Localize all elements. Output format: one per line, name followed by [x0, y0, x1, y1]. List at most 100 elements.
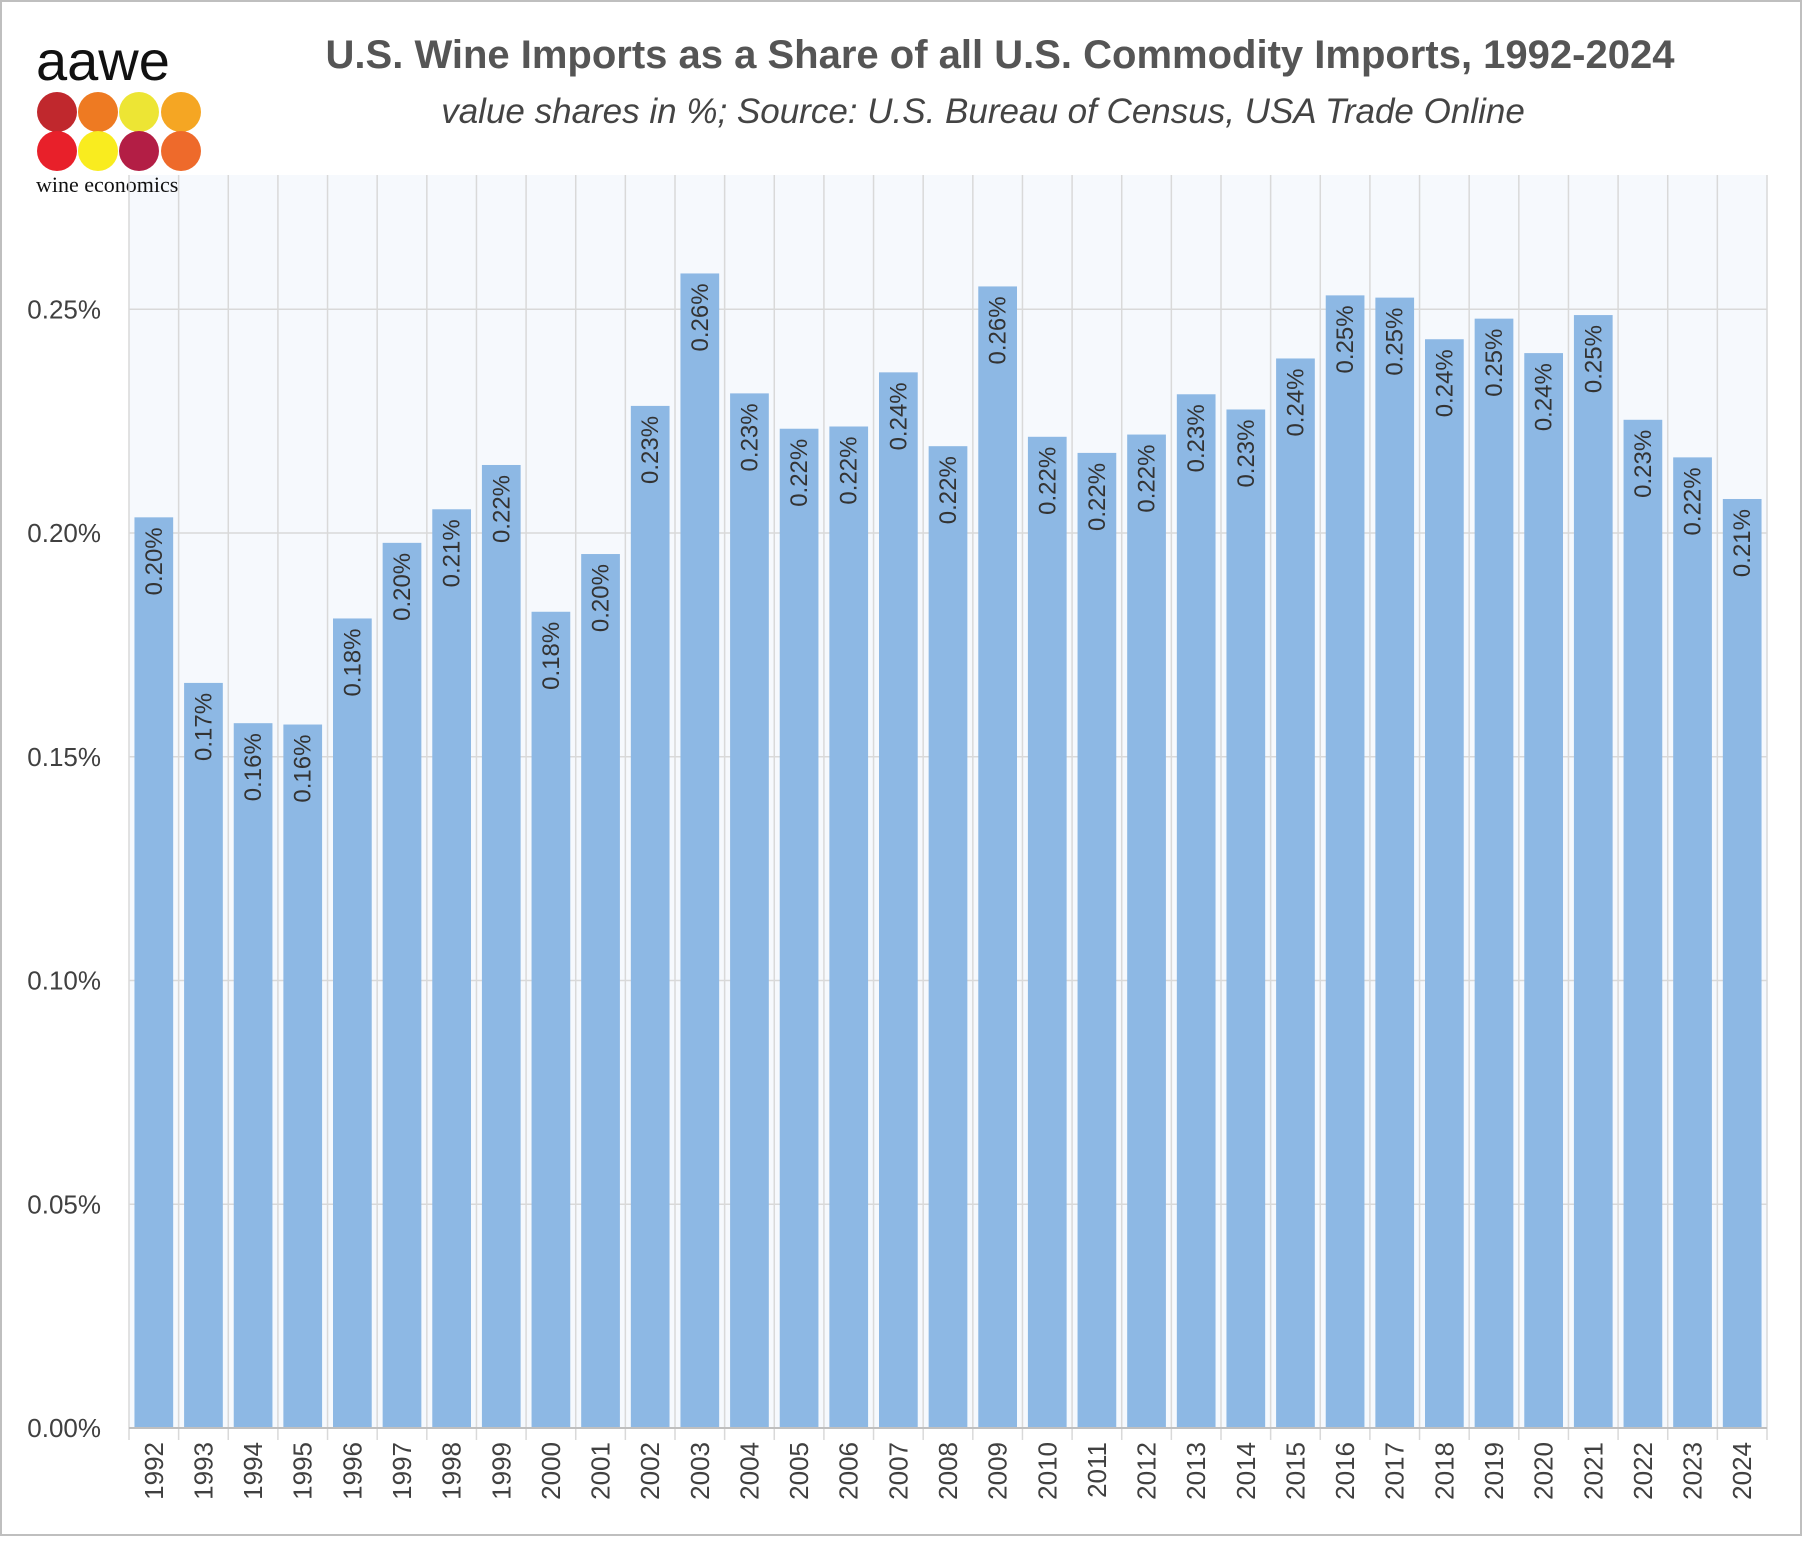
bar — [531, 611, 571, 1428]
x-tick-label: 1996 — [337, 1442, 367, 1500]
logo-dot — [78, 92, 118, 132]
logo: aawe wine economics — [36, 29, 201, 197]
bar — [1425, 339, 1464, 1428]
bar — [1673, 457, 1712, 1428]
x-tick-label: 2000 — [536, 1442, 566, 1500]
value-label: 0.22% — [488, 475, 515, 543]
x-tick-label: 1994 — [238, 1442, 268, 1500]
value-label: 0.23% — [1630, 430, 1657, 498]
bar — [1325, 295, 1365, 1429]
x-tick-label: 2004 — [734, 1442, 764, 1500]
x-tick-label: 2009 — [983, 1442, 1013, 1500]
x-tick-label: 2019 — [1479, 1442, 1509, 1500]
x-tick-label: 2021 — [1578, 1442, 1608, 1500]
logo-dot — [37, 92, 77, 132]
bar — [432, 509, 471, 1429]
bar — [1127, 434, 1166, 1428]
x-tick-label: 1993 — [188, 1442, 218, 1500]
x-tick-label: 2008 — [933, 1442, 963, 1500]
y-tick-label: 0.25% — [27, 294, 101, 324]
x-tick-label: 1992 — [139, 1442, 169, 1500]
value-label: 0.25% — [1580, 325, 1607, 393]
value-label: 0.21% — [439, 519, 466, 587]
bar — [1623, 419, 1663, 1429]
value-label: 0.18% — [339, 628, 366, 696]
value-label: 0.24% — [1282, 368, 1309, 436]
bar — [779, 428, 819, 1428]
value-label: 0.18% — [538, 622, 565, 690]
bar — [680, 273, 720, 1429]
logo-dot — [37, 131, 77, 171]
value-label: 0.24% — [1431, 349, 1458, 417]
bar — [879, 372, 918, 1428]
value-label: 0.22% — [786, 439, 813, 507]
chart-title: U.S. Wine Imports as a Share of all U.S.… — [326, 33, 1676, 77]
value-label: 0.25% — [1382, 308, 1409, 376]
bar — [1573, 315, 1613, 1428]
logo-dot — [161, 92, 201, 132]
y-tick-label: 0.20% — [27, 518, 101, 548]
bar — [283, 724, 323, 1428]
bar — [1226, 409, 1266, 1428]
value-label: 0.22% — [935, 456, 962, 524]
bar — [233, 723, 273, 1428]
logo-tagline: wine economics — [36, 172, 178, 197]
x-tick-label: 1997 — [387, 1442, 417, 1500]
x-tick-label: 2023 — [1678, 1442, 1708, 1500]
value-label: 0.16% — [290, 735, 317, 803]
value-label: 0.23% — [637, 416, 664, 484]
bar — [978, 286, 1017, 1428]
bar — [1077, 452, 1117, 1429]
bar — [630, 405, 670, 1428]
bar — [1375, 297, 1415, 1428]
value-label: 0.17% — [190, 693, 217, 761]
logo-dot — [161, 131, 201, 171]
x-tick-label: 1995 — [288, 1442, 318, 1500]
x-tick-label: 2002 — [635, 1442, 665, 1500]
bar — [134, 517, 174, 1428]
bar — [928, 446, 968, 1428]
value-label: 0.22% — [1680, 467, 1707, 535]
bar — [581, 554, 620, 1428]
x-tick-label: 2014 — [1231, 1442, 1261, 1500]
bar — [184, 682, 223, 1428]
bar — [1276, 358, 1315, 1429]
value-label: 0.23% — [1183, 404, 1210, 472]
value-label: 0.25% — [1481, 329, 1508, 397]
chart-subtitle: value shares in %; Source: U.S. Bureau o… — [441, 92, 1525, 131]
x-tick-label: 2010 — [1032, 1442, 1062, 1500]
x-tick-label: 2003 — [685, 1442, 715, 1500]
bar — [829, 426, 869, 1428]
value-label: 0.26% — [985, 296, 1012, 364]
x-tick-label: 2016 — [1330, 1442, 1360, 1500]
value-label: 0.16% — [240, 733, 267, 801]
x-tick-label: 2005 — [784, 1442, 814, 1500]
value-label: 0.22% — [836, 436, 863, 504]
x-tick-label: 2022 — [1628, 1442, 1658, 1500]
x-tick-label: 2017 — [1380, 1442, 1410, 1500]
value-label: 0.25% — [1332, 305, 1359, 373]
x-tick-label: 2007 — [883, 1442, 913, 1500]
value-label: 0.20% — [141, 527, 168, 595]
bar — [1722, 498, 1762, 1428]
value-label: 0.20% — [389, 553, 416, 621]
x-tick-label: 2024 — [1727, 1442, 1757, 1500]
logo-dot — [119, 131, 159, 171]
value-label: 0.22% — [1034, 447, 1061, 515]
value-label: 0.21% — [1729, 509, 1756, 577]
value-label: 0.24% — [885, 382, 912, 450]
bar — [1027, 436, 1067, 1429]
logo-dot — [119, 92, 159, 132]
x-tick-label: 2011 — [1082, 1442, 1112, 1498]
x-tick-label: 1998 — [437, 1442, 467, 1500]
value-label: 0.24% — [1531, 363, 1558, 431]
bar — [1524, 353, 1563, 1429]
bar — [481, 464, 521, 1429]
value-label: 0.23% — [736, 403, 763, 471]
x-tick-label: 2006 — [834, 1442, 864, 1500]
value-label: 0.20% — [588, 564, 615, 632]
x-tick-label: 2015 — [1280, 1442, 1310, 1500]
y-tick-label: 0.05% — [27, 1189, 101, 1219]
bar — [730, 393, 769, 1428]
